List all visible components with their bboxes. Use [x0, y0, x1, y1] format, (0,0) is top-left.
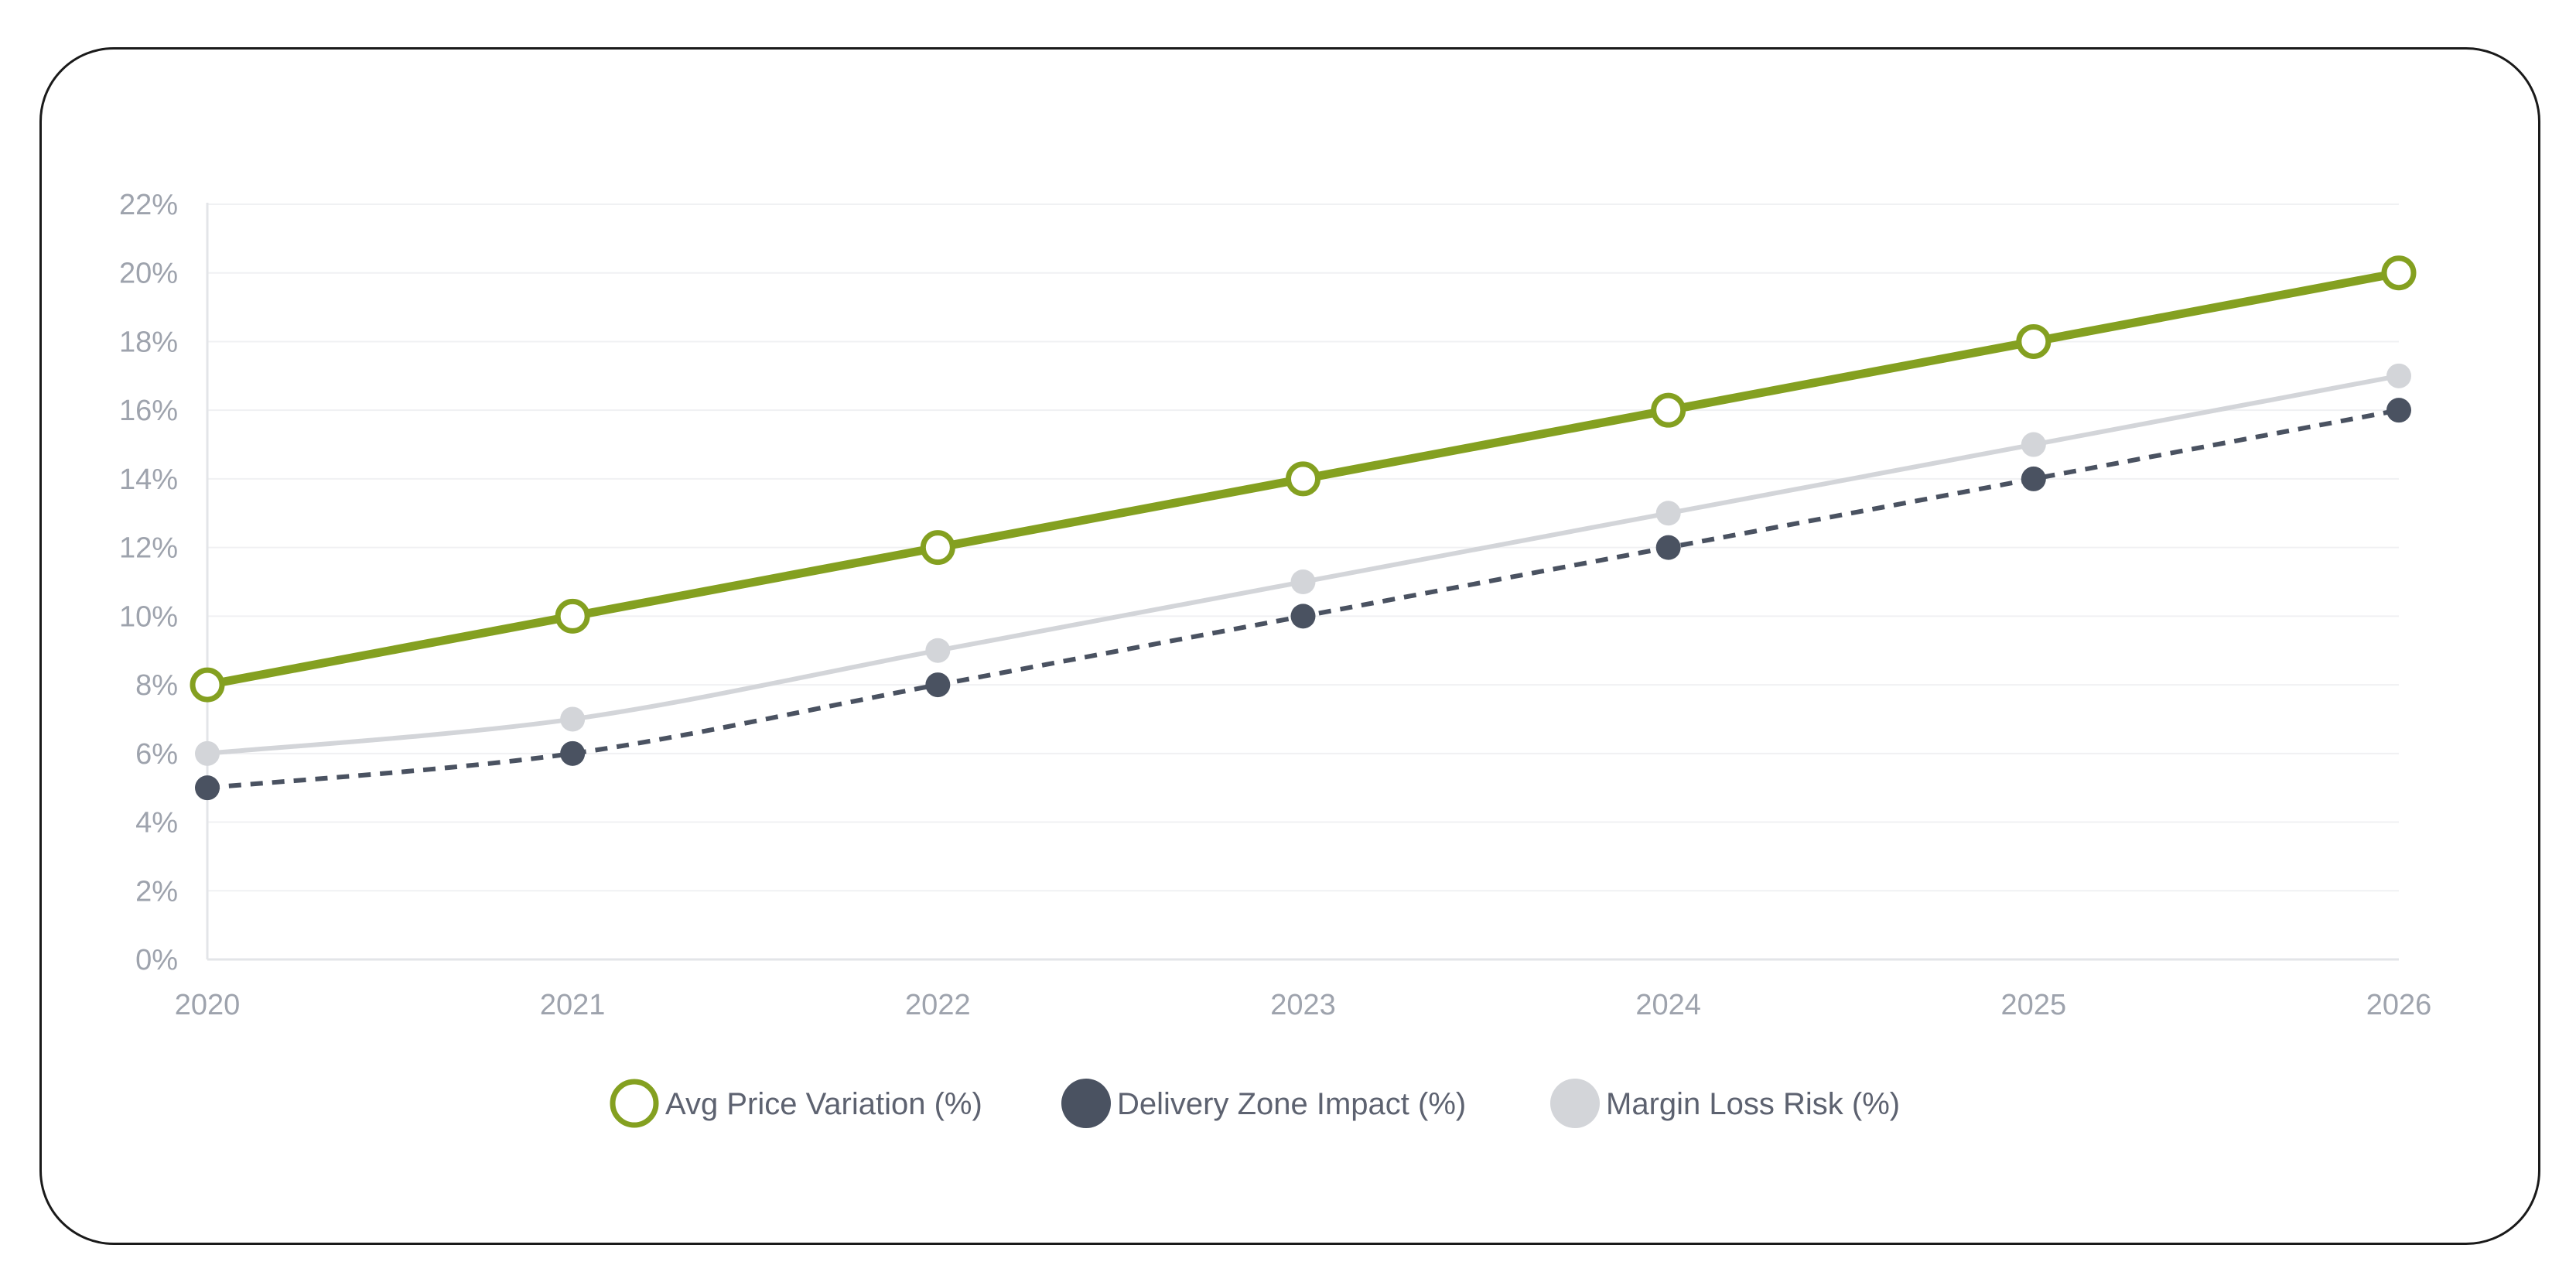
x-tick-label: 2024: [1635, 989, 1701, 1021]
gridlines: [207, 203, 2399, 892]
legend: Avg Price Variation (%) Delivery Zone Imp…: [610, 1079, 1900, 1128]
chart-card: [39, 47, 2540, 1245]
legend-marker: [610, 1079, 659, 1128]
x-tick-label: 2023: [1270, 989, 1336, 1021]
data-point[interactable]: [1290, 569, 1316, 594]
legend-marker: [1061, 1079, 1111, 1128]
data-point[interactable]: [2021, 432, 2046, 457]
data-point[interactable]: [1290, 604, 1316, 629]
data-point[interactable]: [2016, 323, 2052, 359]
y-tick-label: 2%: [135, 875, 178, 908]
data-point[interactable]: [195, 740, 220, 766]
data-point[interactable]: [1286, 461, 1320, 497]
data-point[interactable]: [925, 638, 951, 663]
data-point[interactable]: [560, 706, 586, 732]
data-point[interactable]: [2381, 255, 2417, 291]
data-point[interactable]: [1655, 501, 1681, 526]
data-point[interactable]: [920, 530, 955, 566]
y-tick-label: 20%: [119, 258, 178, 290]
data-point[interactable]: [555, 598, 590, 634]
y-tick-label: 18%: [119, 326, 178, 358]
series-lines: [190, 255, 2417, 801]
x-tick-label: 2022: [905, 989, 971, 1021]
y-tick-label: 22%: [119, 189, 178, 221]
legend-label: Avg Price Variation (%): [665, 1087, 982, 1121]
series-avg-price-variation: [190, 255, 2417, 703]
legend-label: Margin Loss Risk (%): [1606, 1087, 1900, 1121]
data-point[interactable]: [925, 672, 951, 698]
y-tick-label: 10%: [119, 600, 178, 633]
legend-marker: [1550, 1079, 1600, 1128]
data-point[interactable]: [1651, 392, 1686, 428]
y-tick-label: 8%: [135, 669, 178, 702]
y-tick-label: 4%: [135, 807, 178, 840]
series-margin-loss-risk: [195, 363, 2411, 766]
axes: [206, 203, 2399, 961]
data-point[interactable]: [1655, 535, 1681, 560]
legend-item-margin-loss-risk[interactable]: Margin Loss Risk (%): [1550, 1079, 1900, 1128]
legend-item-avg-price-variation[interactable]: Avg Price Variation (%): [610, 1079, 982, 1128]
data-point[interactable]: [195, 775, 220, 801]
legend-item-delivery-zone-impact[interactable]: Delivery Zone Impact (%): [1061, 1079, 1466, 1128]
x-axis-tick-labels: 2020 2021 2022 2023 2024 2025 2026: [175, 989, 2432, 1021]
data-point[interactable]: [2386, 363, 2411, 388]
y-tick-label: 0%: [135, 944, 178, 976]
data-point[interactable]: [2386, 398, 2411, 423]
legend-label: Delivery Zone Impact (%): [1117, 1087, 1466, 1121]
x-tick-label: 2025: [2001, 989, 2067, 1021]
y-axis-tick-labels: 0% 2% 4% 6% 8% 10% 12% 14% 16% 18% 20% 22%: [119, 189, 178, 976]
data-point[interactable]: [560, 740, 586, 766]
series-line: [205, 373, 2401, 756]
x-tick-label: 2020: [175, 989, 241, 1021]
y-tick-label: 6%: [135, 738, 178, 771]
series-delivery-zone-impact: [195, 398, 2411, 801]
data-point[interactable]: [190, 667, 225, 703]
x-tick-label: 2021: [540, 989, 606, 1021]
y-tick-label: 16%: [119, 395, 178, 427]
x-tick-label: 2026: [2366, 989, 2432, 1021]
data-point[interactable]: [2021, 466, 2046, 491]
y-tick-label: 12%: [119, 532, 178, 565]
y-tick-label: 14%: [119, 463, 178, 496]
